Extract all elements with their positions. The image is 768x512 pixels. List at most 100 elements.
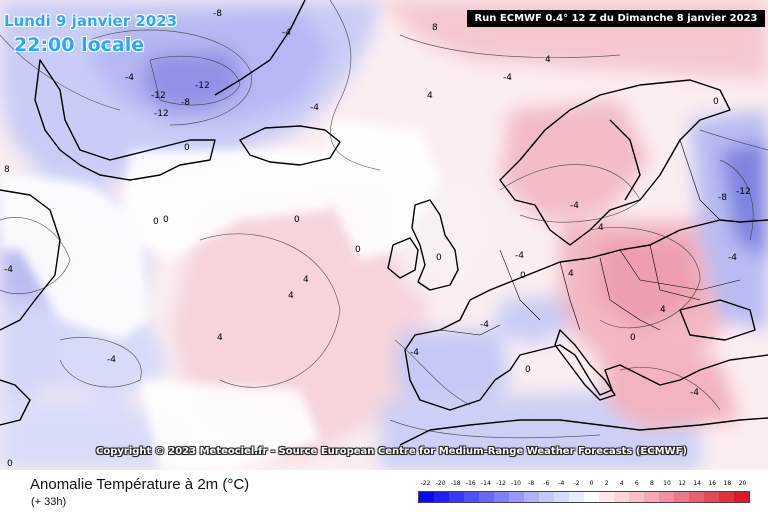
legend-color-cell xyxy=(599,492,614,502)
scandinavia-coast xyxy=(499,79,731,246)
contour-label: -4 xyxy=(410,348,419,358)
forecast-local-time: 22:00 locale xyxy=(14,34,145,56)
north-africa-coast xyxy=(399,417,768,446)
legend-color-cell xyxy=(464,492,479,502)
legend-labels: -22 -20 -18 -16 -14 -12 -10 -8 -6 -4 -2 0 2 4 6 8 10 12 14… xyxy=(418,480,750,492)
legend-tick-label: -12 xyxy=(496,480,506,487)
legend-tick-label: 20 xyxy=(738,480,747,487)
contour-label: -4 xyxy=(690,388,699,398)
model-run-info: Run ECMWF 0.4° 12 Z du Dimanche 8 janvie… xyxy=(467,10,765,27)
legend-color-cell xyxy=(539,492,554,502)
ireland-coast xyxy=(387,237,419,279)
legend-color-cell xyxy=(674,492,689,502)
contour-label: -12 xyxy=(195,81,210,91)
contour-label: -4 xyxy=(570,201,579,211)
legend-tick-label: -10 xyxy=(511,480,521,487)
legend-tick-label: 0 xyxy=(589,480,594,487)
contour-label: -4 xyxy=(107,355,116,365)
legend-tick-label: -4 xyxy=(558,480,565,487)
legend-color-cell xyxy=(479,492,494,502)
contour-label: 0 xyxy=(436,253,442,263)
legend-tick-label: 2 xyxy=(604,480,609,487)
legend-color-cell xyxy=(569,492,584,502)
contour-label: -8 xyxy=(181,98,190,108)
legend-tick-label: 14 xyxy=(693,480,701,487)
legend-tick-label: -22 xyxy=(420,480,431,487)
contour-label: -8 xyxy=(718,193,727,203)
legend-tick-label: 8 xyxy=(649,480,654,487)
legend-tick-label: 10 xyxy=(663,480,671,487)
contour-label: 0 xyxy=(7,459,13,469)
legend-color-cell xyxy=(419,492,434,502)
legend-color-cell xyxy=(434,492,449,502)
contour-label: 4 xyxy=(568,269,574,279)
legend-tick-label: 6 xyxy=(634,480,639,487)
legend-color-cell xyxy=(689,492,704,502)
contour-label: 0 xyxy=(355,245,361,255)
contour-label: -4 xyxy=(503,73,512,83)
contour-label: -4 xyxy=(728,253,737,263)
contour-labels: -8 -12 -12 -12 -8 -4 -4 -4 0 0 0 4 4 8 8… xyxy=(4,9,751,469)
contour-label: 0 xyxy=(153,217,159,227)
contour-label: 4 xyxy=(598,223,604,233)
legend-color-cell xyxy=(509,492,524,502)
legend-color-cell xyxy=(734,492,749,502)
contour-label: 4 xyxy=(545,55,551,65)
contour-label: -4 xyxy=(4,265,13,275)
contour-label: 0 xyxy=(294,215,300,225)
italy-coast xyxy=(554,329,616,401)
legend-tick-label: -2 xyxy=(573,480,580,487)
contour-label: 4 xyxy=(660,305,666,315)
contour-label: -8 xyxy=(213,9,222,19)
contour-label: 0 xyxy=(184,143,190,153)
legend-color-cell xyxy=(494,492,509,502)
contour-label: -4 xyxy=(125,73,134,83)
contour-label: -4 xyxy=(480,320,489,330)
legend-color-cell xyxy=(644,492,659,502)
contour-label: 0 xyxy=(163,215,169,225)
legend-color-cell xyxy=(614,492,629,502)
great-britain-coast xyxy=(411,199,459,291)
legend-tick-label: -14 xyxy=(481,480,491,487)
contour-label: 0 xyxy=(525,365,531,375)
contour-label: -12 xyxy=(154,109,169,119)
legend-color-cell xyxy=(449,492,464,502)
contour-label: -4 xyxy=(310,103,319,113)
legend-tick-label: -6 xyxy=(543,480,550,487)
contour-label: 8 xyxy=(432,23,438,33)
neutral-anomaly-zones xyxy=(0,120,440,470)
forecast-lead-time: (+ 33h) xyxy=(31,496,67,508)
legend-color-cell xyxy=(524,492,539,502)
contour-label: -12 xyxy=(151,91,166,101)
contour-label: 4 xyxy=(288,291,294,301)
legend-tick-label: -20 xyxy=(435,480,446,487)
legend-tick-label: 12 xyxy=(678,480,686,487)
forecast-date: Lundi 9 janvier 2023 xyxy=(4,12,178,30)
legend-color-cell xyxy=(704,492,719,502)
contour-label: -12 xyxy=(736,187,751,197)
temperature-anomaly-map: -8 -12 -12 -12 -8 -4 -4 -4 0 0 0 4 4 8 8… xyxy=(0,0,768,470)
legend-color-cell xyxy=(719,492,734,502)
contour-label: 4 xyxy=(427,91,433,101)
contour-label: 4 xyxy=(303,275,309,285)
legend-tick-label: -8 xyxy=(528,480,535,487)
iceland-coast xyxy=(239,125,341,166)
contour-label: 4 xyxy=(217,333,223,343)
legend-color-bar xyxy=(418,491,750,503)
legend-tick-label: 18 xyxy=(723,480,732,487)
contour-lines xyxy=(0,0,768,439)
greenland-coast xyxy=(34,59,216,181)
contour-label: 0 xyxy=(713,97,719,107)
legend-tick-label: -18 xyxy=(450,480,461,487)
map-title: Anomalie Température à 2m (°C) xyxy=(30,476,250,493)
legend-color-cell xyxy=(554,492,569,502)
contour-label: -4 xyxy=(515,251,524,261)
contour-label: 0 xyxy=(630,333,636,343)
legend-tick-label: -16 xyxy=(465,480,476,487)
contour-label: 8 xyxy=(4,165,10,175)
copyright-notice: Copyright © 2023 Meteociel.fr - Source E… xyxy=(96,446,687,457)
legend-tick-label: 16 xyxy=(708,480,717,487)
labrador-coast xyxy=(0,189,61,331)
legend-color-cell xyxy=(659,492,674,502)
